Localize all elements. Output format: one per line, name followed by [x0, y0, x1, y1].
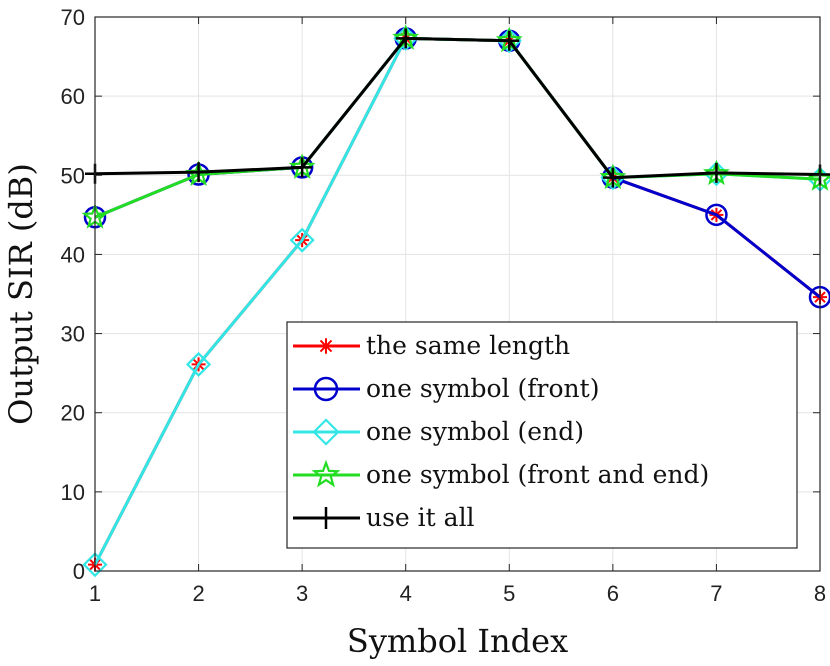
- x-tick-label: 6: [607, 581, 619, 606]
- x-tick-label: 4: [400, 581, 412, 606]
- axis-box: [94, 16, 821, 572]
- legend-entry: one symbol (end): [293, 417, 584, 446]
- y-tick-label: 20: [61, 401, 85, 426]
- legend-label: one symbol (front and end): [366, 460, 709, 489]
- y-tick-label: 0: [73, 559, 85, 584]
- legend-label: one symbol (end): [366, 417, 584, 446]
- legend-label: use it all: [366, 503, 475, 532]
- legend-entry: use it all: [293, 503, 475, 532]
- data-point: [602, 167, 623, 188]
- data-point: [186, 351, 212, 377]
- x-tick-label: 7: [710, 581, 722, 606]
- legend-entry: one symbol (front): [293, 374, 599, 403]
- legend-entry: the same length: [293, 331, 570, 360]
- data-point: [705, 203, 728, 227]
- tick-labels: 1 2 3 4 5 6 7 8 0 10 20 30 40 50 60 70: [61, 5, 827, 606]
- x-tick-label: 3: [296, 581, 308, 606]
- legend: the same length one symbol (front) one sym…: [286, 321, 798, 549]
- data-point: [289, 227, 315, 253]
- legend-entry: one symbol (front and end): [293, 459, 709, 489]
- data-point: [395, 28, 416, 49]
- y-tick-label: 30: [61, 322, 85, 347]
- data-point: [706, 162, 727, 183]
- data-point: [312, 418, 340, 446]
- y-tick-label: 10: [61, 480, 85, 505]
- legend-label: the same length: [366, 331, 570, 360]
- x-axis-label: Symbol Index: [347, 622, 568, 660]
- y-tick-label: 50: [61, 163, 85, 188]
- y-tick-label: 60: [61, 84, 85, 109]
- data-point: [292, 157, 313, 178]
- data-point: [188, 162, 209, 183]
- data-point: [315, 507, 337, 529]
- data-point: [499, 30, 520, 51]
- x-tick-label: 2: [192, 581, 204, 606]
- x-tick-label: 5: [503, 581, 515, 606]
- data-point: [311, 459, 341, 488]
- data-point: [318, 338, 334, 354]
- data-point: [313, 376, 339, 402]
- y-tick-label: 70: [61, 5, 85, 30]
- series-line: [94, 36, 821, 180]
- series-layer: [81, 24, 830, 578]
- legend-box: [286, 321, 798, 549]
- axes: [94, 16, 821, 572]
- x-tick-label: 8: [814, 581, 826, 606]
- y-axis-label: Output SIR (dB): [2, 163, 40, 425]
- data-point: [82, 552, 108, 578]
- x-tick-label: 1: [89, 581, 101, 606]
- y-tick-label: 40: [61, 242, 85, 267]
- legend-label: one symbol (front): [366, 374, 599, 403]
